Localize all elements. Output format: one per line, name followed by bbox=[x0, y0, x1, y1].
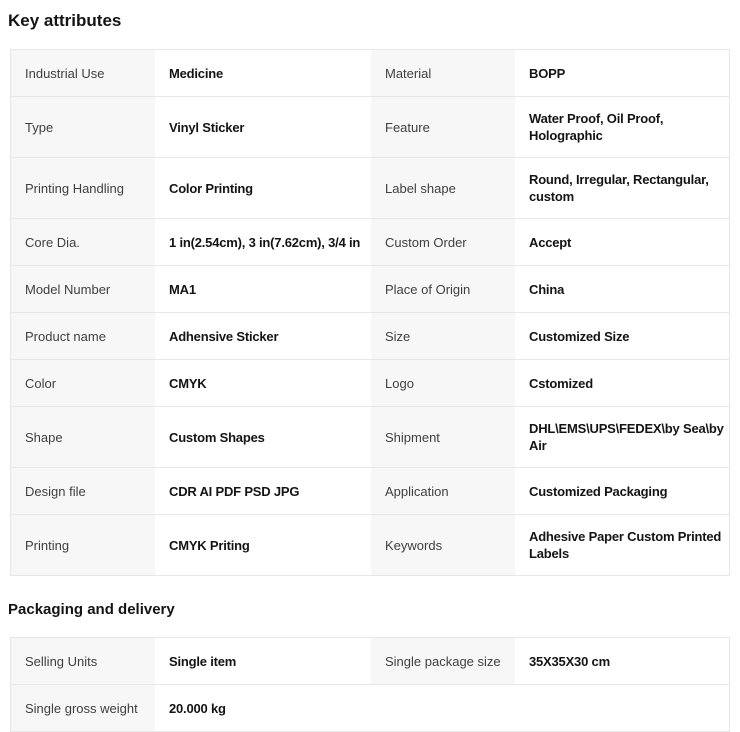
attribute-label: Custom Order bbox=[371, 219, 515, 265]
attribute-row: Shape Custom Shapes Shipment DHL\EMS\UPS\FE… bbox=[11, 406, 729, 467]
attribute-row: Industrial Use Medicine Material BOPP bbox=[11, 50, 729, 96]
attribute-value: CMYK Priting bbox=[169, 537, 250, 553]
attribute-label: Shape bbox=[11, 407, 155, 467]
attribute-row: Core Dia. 1 in(2.54cm), 3 in(7.62cm), 3/4… bbox=[11, 218, 729, 265]
attribute-row: Single gross weight 20.000 kg bbox=[11, 684, 729, 731]
attribute-value bbox=[515, 685, 729, 731]
attribute-label: Printing bbox=[11, 515, 155, 575]
attribute-row: Color CMYK Logo Cstomized bbox=[11, 359, 729, 406]
attribute-value: 20.000 kg bbox=[169, 700, 226, 716]
attribute-value: DHL\EMS\UPS\FEDEX\by Sea\by Air bbox=[529, 421, 724, 453]
attribute-label: Material bbox=[371, 50, 515, 96]
attribute-label: Label shape bbox=[371, 158, 515, 218]
attribute-value: Adhensive Sticker bbox=[169, 328, 279, 344]
attribute-value: Custom Shapes bbox=[169, 429, 265, 445]
attribute-label: Application bbox=[371, 468, 515, 514]
attribute-value: Customized Size bbox=[529, 328, 630, 344]
attribute-value: CDR AI PDF PSD JPG bbox=[169, 483, 300, 499]
attribute-label: Place of Origin bbox=[371, 266, 515, 312]
attribute-value: 35X35X30 cm bbox=[529, 653, 610, 669]
attribute-label: Color bbox=[11, 360, 155, 406]
attribute-label: Single gross weight bbox=[11, 685, 155, 731]
attribute-label: Logo bbox=[371, 360, 515, 406]
attribute-value: Adhesive Paper Custom Printed Labels bbox=[529, 529, 722, 561]
attribute-row: Model Number MA1 Place of Origin China bbox=[11, 265, 729, 312]
attribute-row: Selling Units Single item Single package s… bbox=[11, 638, 729, 684]
attribute-label: Feature bbox=[371, 97, 515, 157]
packaging-delivery-title: Packaging and delivery bbox=[8, 601, 175, 618]
attribute-row: Design file CDR AI PDF PSD JPG Application… bbox=[11, 467, 729, 514]
attribute-label: Industrial Use bbox=[11, 50, 155, 96]
key-attributes-section: Key attributes Industrial Use Medicine Mat… bbox=[0, 10, 740, 576]
attribute-label: Printing Handling bbox=[11, 158, 155, 218]
attribute-label: Design file bbox=[11, 468, 155, 514]
key-attributes-table: Industrial Use Medicine Material BOPP Type Vi… bbox=[10, 49, 730, 576]
attribute-label: Shipment bbox=[371, 407, 515, 467]
attribute-label: Model Number bbox=[11, 266, 155, 312]
key-attributes-title: Key attributes bbox=[8, 11, 122, 30]
attribute-label: Size bbox=[371, 313, 515, 359]
attribute-value: MA1 bbox=[169, 281, 196, 297]
attribute-row: Printing Handling Color Printing Label sha… bbox=[11, 157, 729, 218]
attribute-label bbox=[371, 685, 515, 731]
attribute-value: Vinyl Sticker bbox=[169, 119, 245, 135]
attribute-value: BOPP bbox=[529, 65, 566, 81]
attribute-value: Accept bbox=[529, 234, 572, 250]
attribute-value: Water Proof, Oil Proof, Holographic bbox=[529, 111, 664, 143]
attribute-value: Single item bbox=[169, 653, 237, 669]
attribute-value: China bbox=[529, 281, 565, 297]
attribute-row: Type Vinyl Sticker Feature Water Proof, Oil… bbox=[11, 96, 729, 157]
attribute-value: Round, Irregular, Rectangular, custom bbox=[529, 172, 709, 204]
attribute-value: 1 in(2.54cm), 3 in(7.62cm), 3/4 in bbox=[169, 234, 361, 250]
attribute-value: CMYK bbox=[169, 375, 207, 391]
attribute-label: Product name bbox=[11, 313, 155, 359]
packaging-delivery-section: Packaging and delivery Selling Units Sing… bbox=[0, 600, 740, 732]
attribute-row: Printing CMYK Priting Keywords Adhesive Pap… bbox=[11, 514, 729, 575]
attribute-label: Single package size bbox=[371, 638, 515, 684]
attribute-label: Selling Units bbox=[11, 638, 155, 684]
attribute-value: Customized Packaging bbox=[529, 483, 668, 499]
attribute-value: Color Printing bbox=[169, 180, 253, 196]
attribute-value: Medicine bbox=[169, 65, 224, 81]
attribute-value: Cstomized bbox=[529, 375, 593, 391]
attribute-label: Core Dia. bbox=[11, 219, 155, 265]
attribute-label: Type bbox=[11, 97, 155, 157]
packaging-delivery-table: Selling Units Single item Single package s… bbox=[10, 637, 730, 732]
attribute-row: Product name Adhensive Sticker Size Customi… bbox=[11, 312, 729, 359]
attribute-label: Keywords bbox=[371, 515, 515, 575]
